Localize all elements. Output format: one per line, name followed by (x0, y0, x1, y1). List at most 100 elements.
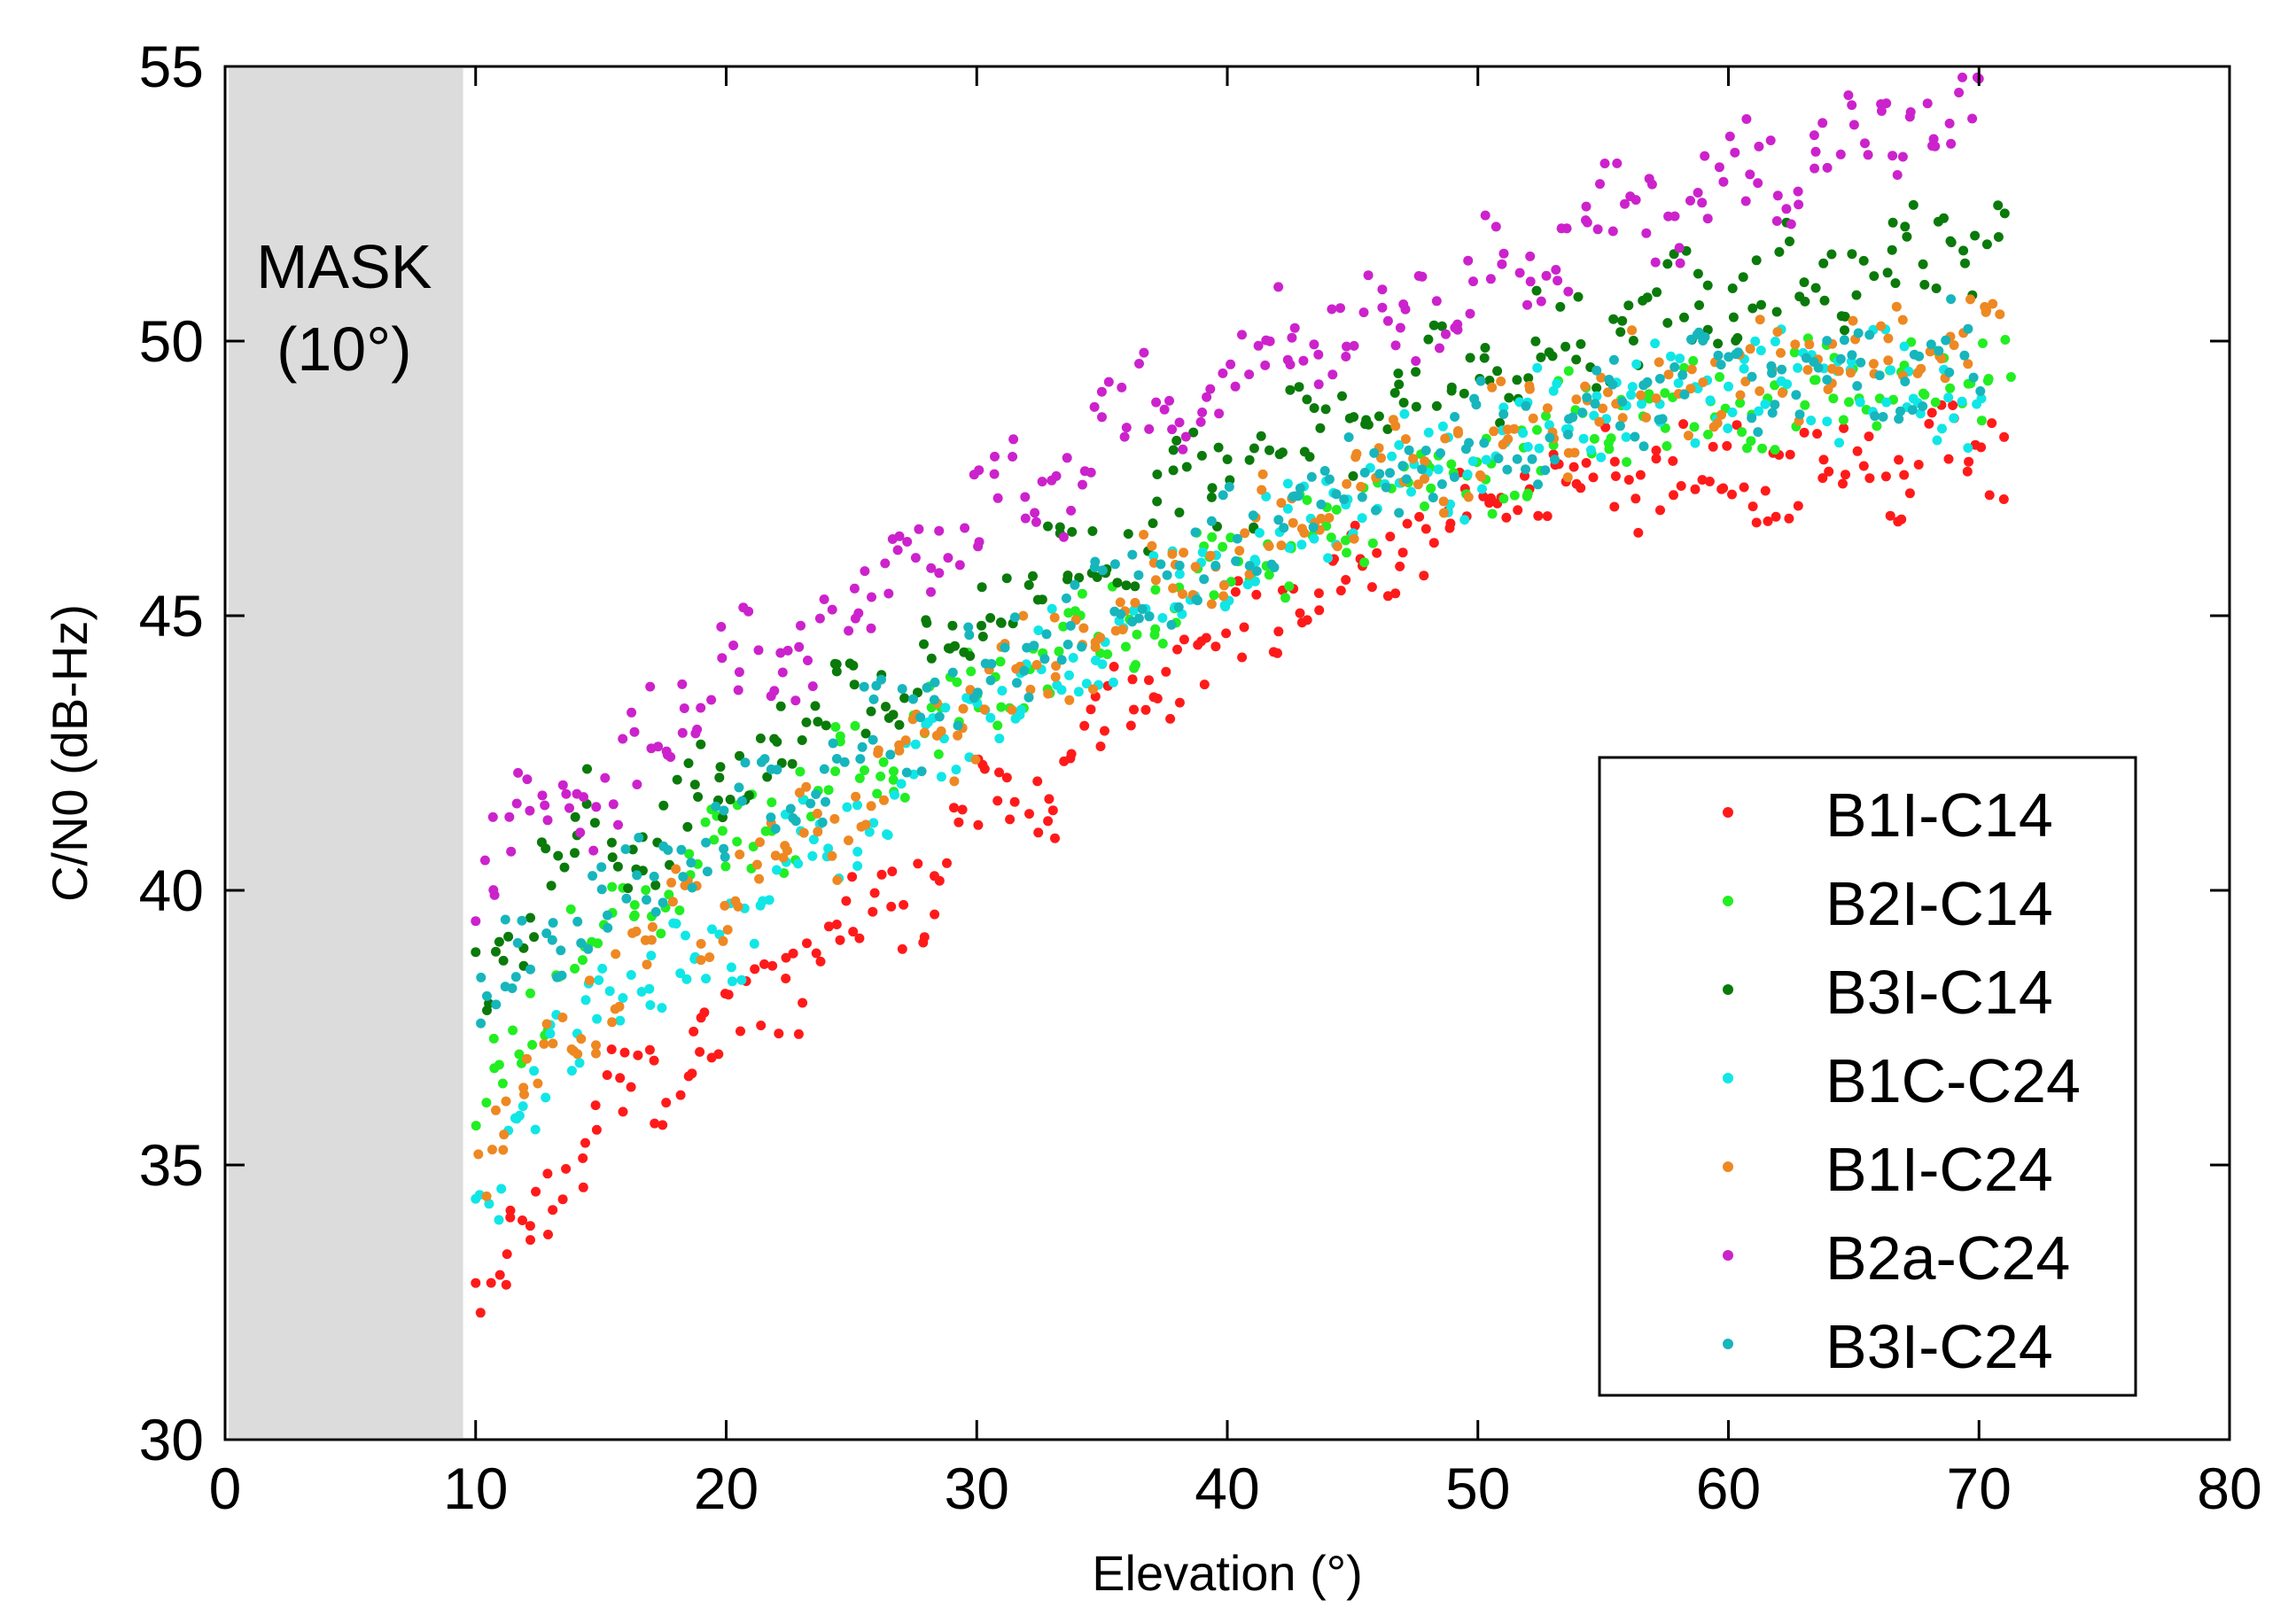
data-point (1771, 307, 1782, 317)
data-point (788, 948, 798, 959)
data-point (1426, 483, 1436, 493)
data-point (1147, 540, 1157, 551)
data-point (501, 1096, 511, 1107)
data-point (481, 1191, 492, 1201)
data-point (650, 880, 661, 890)
data-point (1197, 547, 1208, 557)
data-point (716, 622, 727, 632)
data-point (1957, 396, 1967, 407)
data-point (902, 537, 913, 547)
data-point (1747, 303, 1758, 314)
data-point (873, 745, 883, 756)
data-point (1794, 291, 1805, 302)
data-point (502, 1249, 512, 1260)
data-point (1224, 482, 1234, 492)
data-point (607, 1017, 618, 1028)
data-point (518, 1215, 527, 1225)
data-point (866, 706, 876, 717)
data-point (1366, 582, 1377, 593)
data-point (1754, 406, 1764, 416)
data-point (1700, 151, 1710, 161)
data-point (1231, 555, 1241, 566)
data-point (1595, 179, 1605, 190)
data-point (650, 1118, 660, 1129)
data-point (1564, 414, 1574, 424)
data-point (949, 803, 959, 813)
data-point (1436, 479, 1447, 489)
data-point (947, 667, 958, 678)
data-point (1406, 486, 1416, 497)
data-point (1590, 399, 1600, 409)
data-point (1023, 579, 1034, 590)
data-point (1784, 513, 1794, 524)
data-point (1968, 372, 1979, 383)
data-point (1610, 471, 1621, 481)
data-point (1371, 505, 1381, 516)
data-point (1673, 378, 1684, 388)
data-point (1582, 217, 1592, 228)
data-point (1813, 362, 1824, 373)
data-point (1144, 675, 1154, 686)
data-point (1092, 572, 1102, 582)
data-point (1284, 542, 1295, 553)
data-point (1309, 339, 1319, 350)
data-point (679, 703, 689, 713)
data-point (1569, 447, 1580, 458)
y-tick-label: 55 (139, 34, 204, 99)
data-point (930, 909, 940, 920)
data-point (674, 905, 685, 916)
data-point (1206, 492, 1217, 502)
data-point (1669, 361, 1680, 372)
data-point (1041, 629, 1052, 640)
data-point (732, 836, 743, 847)
data-point (1274, 449, 1285, 460)
data-point (798, 998, 808, 1008)
data-point (1385, 468, 1395, 478)
data-point (1563, 286, 1574, 297)
data-point (1475, 376, 1486, 386)
data-point (899, 792, 910, 803)
data-point (1165, 713, 1176, 724)
data-point (1824, 466, 1834, 477)
data-point (1332, 541, 1343, 552)
data-point (1079, 720, 1090, 731)
data-point (1930, 397, 1941, 408)
data-point (1157, 639, 1168, 648)
data-point (1998, 494, 2009, 504)
data-point (671, 864, 681, 874)
data-point (1197, 408, 1208, 417)
data-point (1324, 474, 1335, 485)
data-point (1331, 504, 1342, 515)
data-point (860, 566, 870, 577)
data-point (847, 872, 858, 882)
data-point (2000, 335, 2011, 345)
data-point (887, 866, 898, 877)
data-point (1152, 470, 1163, 479)
data-point (1144, 611, 1155, 622)
data-point (1313, 379, 1324, 390)
data-point (584, 975, 595, 986)
x-tick-label: 70 (1947, 1456, 2012, 1521)
data-point (1941, 335, 1951, 346)
data-point (1608, 314, 1619, 324)
mask-label-line2: (10°) (276, 315, 411, 384)
data-point (525, 1235, 535, 1246)
data-point (476, 972, 486, 982)
data-point (1919, 279, 1930, 290)
data-point (1876, 105, 1887, 116)
data-point (531, 1186, 541, 1197)
data-point (1651, 393, 1662, 404)
data-point (977, 620, 986, 631)
data-point (848, 660, 859, 671)
data-point (1802, 365, 1813, 375)
data-point (1420, 446, 1431, 455)
data-point (1793, 362, 1803, 373)
data-point (1202, 392, 1212, 402)
data-point (1981, 239, 1992, 250)
data-point (1607, 379, 1618, 390)
data-point (644, 1044, 655, 1055)
data-point (1770, 337, 1780, 346)
data-point (1957, 72, 1967, 82)
data-point (1846, 368, 1856, 378)
data-point (1540, 465, 1551, 476)
